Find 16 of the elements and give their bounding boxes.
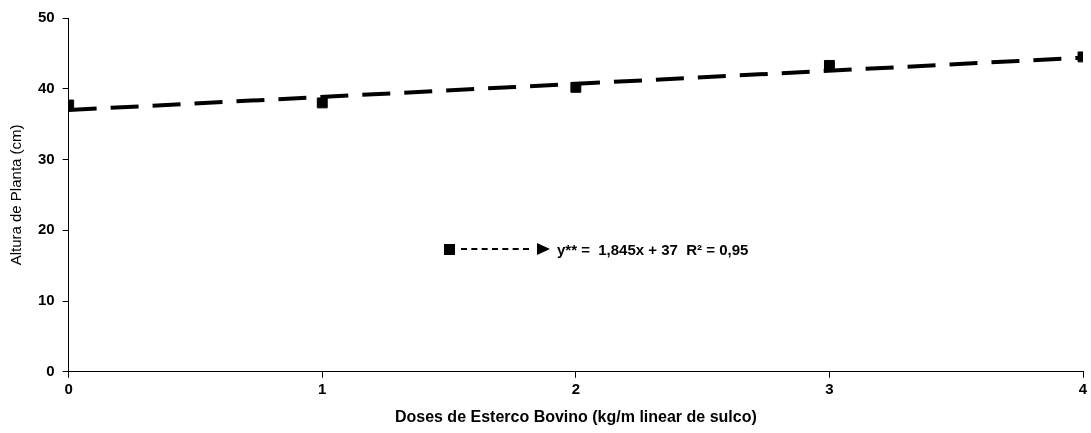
y-tick-label: 0 [46, 361, 55, 379]
y-tick-label: 40 [38, 78, 55, 96]
point [570, 81, 582, 93]
point [316, 97, 328, 109]
y-tick-label: 10 [38, 291, 55, 309]
x-axis-title: Doses de Esterco Bovino (kg/m linear de sulco) [394, 407, 757, 425]
y-tick-label: 20 [38, 220, 55, 238]
x-tick-label: 2 [571, 379, 581, 397]
legend-label: y** = 1,845x + 37 R² = 0,95 [556, 240, 749, 258]
x-tick-label: 0 [64, 379, 73, 397]
y-tick-label: 30 [38, 149, 55, 167]
x-tick-label: 3 [825, 379, 834, 397]
x-tick-label: 4 [1078, 379, 1088, 397]
y-axis-title: Altura de Planta (cm) [7, 124, 25, 266]
y-tick-label: 50 [38, 8, 55, 26]
x-tick-label: 1 [318, 379, 327, 397]
